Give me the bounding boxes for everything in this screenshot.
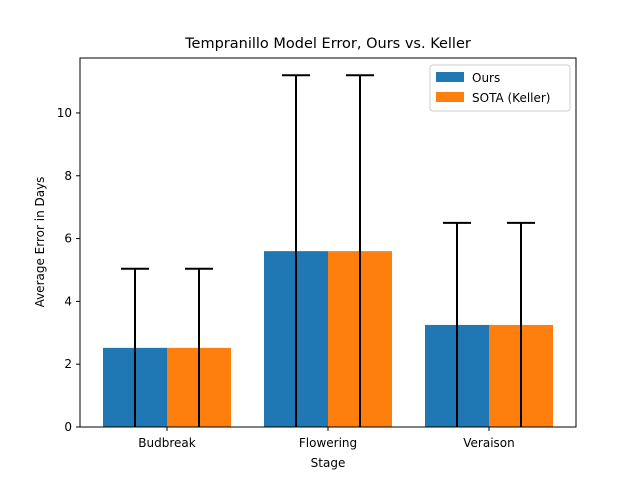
y-tick-label: 4 [64,294,72,308]
error-bar-sota-keller-budbreak [185,267,213,427]
error-bar-sota-keller-veraison [507,221,535,427]
y-tick-label: 0 [64,420,72,434]
error-bar-ours-veraison [443,221,471,427]
x-tick-label-veraison: Veraison [463,436,514,450]
y-tick-label: 2 [64,357,72,371]
legend-label: Ours [472,71,500,85]
y-tick-label: 10 [57,106,72,120]
y-axis-label: Average Error in Days [33,177,47,308]
chart-title: Tempranillo Model Error, Ours vs. Keller [184,36,471,52]
x-axis-label: Stage [311,456,346,470]
y-tick-label: 8 [64,169,72,183]
legend: Ours SOTA (Keller) [429,64,571,112]
error-bars-group [121,74,535,427]
x-tick-label-flowering: Flowering [299,436,357,450]
error-bar-ours-budbreak [121,267,149,427]
legend-box [429,64,571,112]
error-bar-sota-keller-flowering [346,74,374,427]
y-axis: 0 2 4 6 8 10 [57,106,80,434]
x-tick-label-budbreak: Budbreak [138,436,195,450]
legend-swatch [436,92,464,102]
legend-label: SOTA (Keller) [472,91,551,105]
legend-swatch [436,72,464,82]
y-tick-label: 6 [64,232,72,246]
x-axis: Budbreak Flowering Veraison [138,427,515,450]
error-bar-ours-flowering [282,74,310,427]
